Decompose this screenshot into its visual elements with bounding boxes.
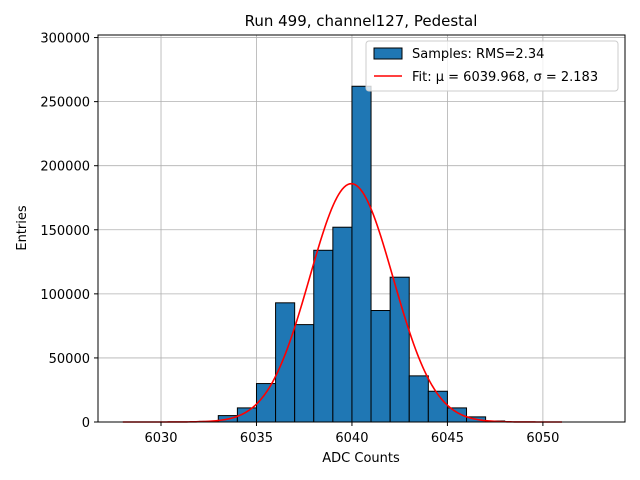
x-axis-label: ADC Counts <box>322 451 400 466</box>
y-tick-label: 300000 <box>40 32 90 47</box>
y-tick-label: 200000 <box>40 160 90 175</box>
histogram-bar <box>370 310 391 423</box>
chart-title: Run 499, channel127, Pedestal <box>245 12 478 30</box>
y-tick-label: 150000 <box>40 224 90 239</box>
legend-box <box>365 40 619 92</box>
legend-label-fit: Fit: μ = 6039.968, σ = 2.183 <box>412 70 598 85</box>
histogram-bar <box>332 226 353 423</box>
x-tick-label: 6050 <box>526 431 559 446</box>
histogram-bar <box>351 85 372 423</box>
legend: Samples: RMS=2.34 Fit: μ = 6039.968, σ =… <box>365 40 619 92</box>
y-axis-ticks: 0 50000 100000 150000 200000 250000 300000 <box>40 32 98 431</box>
histogram-bar <box>427 390 448 423</box>
histogram-bar <box>275 302 296 423</box>
x-tick-label: 6035 <box>240 431 273 446</box>
legend-label-samples: Samples: RMS=2.34 <box>412 47 544 62</box>
y-tick-label: 250000 <box>40 96 90 111</box>
x-tick-label: 6045 <box>431 431 464 446</box>
histogram-bar <box>294 324 315 423</box>
histogram-bar <box>313 249 334 423</box>
x-tick-label: 6040 <box>335 431 368 446</box>
legend-swatch-samples <box>373 47 403 60</box>
y-tick-label: 100000 <box>40 288 90 303</box>
y-tick-label: 0 <box>82 416 90 431</box>
histogram-bar <box>255 383 277 423</box>
y-tick-label: 50000 <box>49 352 90 367</box>
histogram-bars <box>198 85 506 423</box>
x-tick-label: 6030 <box>144 431 177 446</box>
y-axis-label: Entries <box>15 205 30 251</box>
plot-frame <box>97 34 626 423</box>
x-axis-ticks: 6030 6035 6040 6045 6050 <box>144 422 559 446</box>
histogram-bar <box>408 375 429 423</box>
